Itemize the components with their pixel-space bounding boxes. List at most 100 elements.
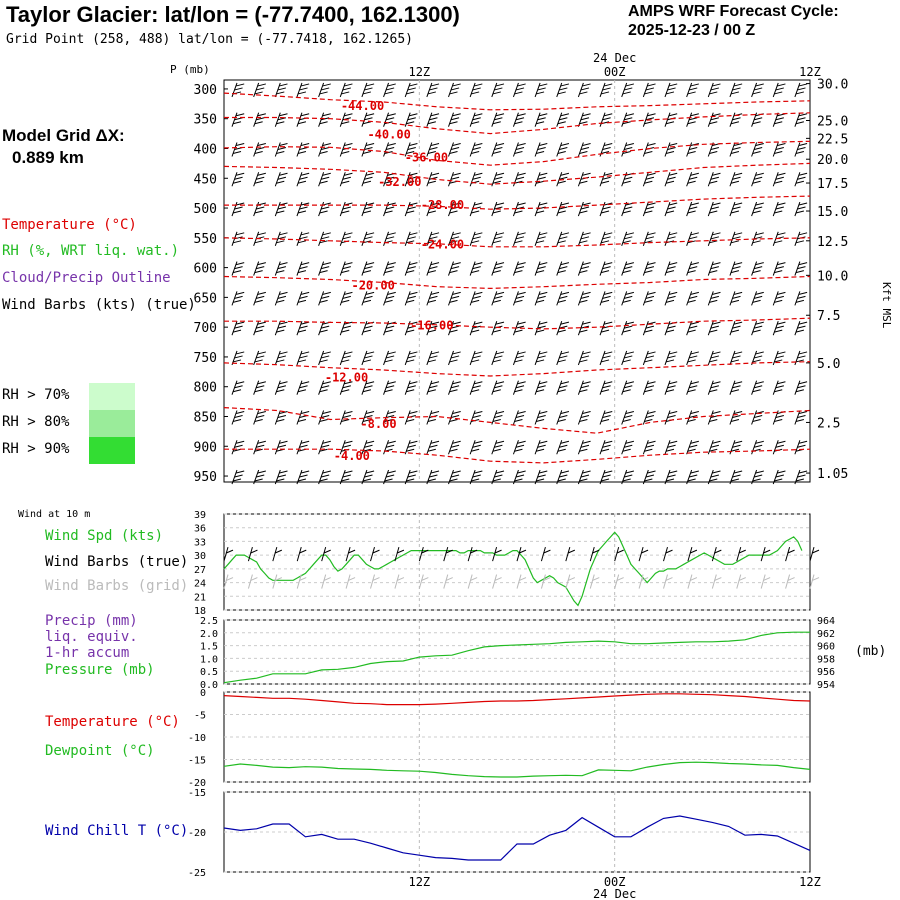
wind-barb-feather — [624, 206, 633, 210]
wind-barb-feather — [427, 299, 436, 303]
wind-barb-feather — [450, 236, 460, 240]
wind-barb-staff — [318, 320, 325, 336]
wind-barb-staff — [785, 547, 791, 562]
wind-barb-feather — [687, 389, 696, 393]
wind-barb-staff — [492, 547, 498, 562]
wind-chill-tick-label: -15 — [188, 788, 206, 799]
wind-barb-feather — [752, 299, 761, 303]
wind-barb-feather — [384, 180, 393, 184]
wind-barb-staff — [772, 320, 779, 336]
wind-barb-feather — [254, 151, 263, 154]
wind-barb — [361, 172, 375, 187]
wind-barb-feather — [236, 113, 245, 117]
wind-barb-staff — [707, 320, 714, 336]
wind-barb — [318, 172, 331, 187]
wind-barb-feather — [689, 415, 698, 418]
wind-barb-staff — [404, 469, 411, 485]
wind-barb-feather — [341, 478, 350, 482]
wind-barb-feather — [730, 240, 740, 244]
wind-barb-staff — [729, 112, 736, 127]
wind-barb — [404, 201, 418, 217]
wind-barb-staff — [512, 380, 519, 395]
wind-barb-staff — [751, 320, 758, 336]
wind-barb-staff — [318, 440, 325, 455]
wind-barb-feather — [582, 262, 591, 266]
wind-barb-feather — [709, 478, 718, 482]
wind-barb-true — [394, 547, 405, 562]
wind-barb-feather — [407, 385, 416, 389]
wind-barb-feather — [689, 474, 698, 478]
wind-barbs-grid-label: Wind Barbs (grid) — [45, 578, 189, 594]
wind-barb-feather — [600, 478, 610, 482]
wind-barb-feather — [560, 470, 570, 474]
wind-barb-feather — [709, 419, 718, 422]
wind-barb-feather — [322, 83, 331, 87]
wind-barb-feather — [256, 295, 265, 299]
wind-barb-feather — [557, 240, 566, 244]
wind-barb-grid — [736, 574, 746, 589]
wind-barb-staff — [577, 350, 584, 366]
wind-barb-staff — [274, 82, 281, 98]
wind-barb-feather — [537, 236, 546, 240]
wind-barb-feather — [319, 180, 328, 184]
wind-barb-grid — [370, 574, 380, 589]
wind-barb — [729, 231, 743, 246]
wind-barb — [599, 350, 613, 366]
wind-barb — [621, 201, 635, 217]
wind-barb-grid — [589, 574, 600, 589]
wind-barb-feather — [754, 266, 763, 270]
wind-barb-feather — [579, 419, 588, 422]
wind-barb — [491, 320, 505, 336]
wind-barb-staff — [296, 410, 303, 425]
wind-barb-feather — [409, 470, 418, 474]
temperature-tick-label: -10 — [188, 733, 206, 744]
wind-barb-feather — [624, 87, 633, 91]
wind-barb-staff — [339, 112, 346, 127]
wind-barb-grid — [418, 574, 429, 589]
wind-barb-feather — [427, 389, 436, 393]
wind-barb-feather — [665, 549, 673, 554]
wind-barb-staff — [772, 440, 779, 455]
wind-barb-feather — [559, 474, 568, 478]
wind-barb-feather — [667, 385, 676, 389]
wind-barb-feather — [604, 143, 613, 146]
wind-barb-feather — [600, 210, 610, 214]
wind-barb — [686, 82, 699, 98]
wind-barb-feather — [754, 295, 763, 299]
wind-barb-feather — [755, 83, 764, 87]
wind-barb-feather — [667, 87, 676, 91]
wind-barb-feather — [319, 389, 328, 393]
wind-barb-staff — [296, 350, 303, 366]
wind-barb-feather — [517, 232, 526, 236]
wind-barb-feather — [386, 176, 395, 180]
wind-barb-feather — [492, 180, 501, 184]
wind-barb-feather — [665, 329, 675, 333]
wind-barb — [642, 112, 656, 127]
wind-barb-staff — [426, 261, 433, 276]
wind-barb-feather — [762, 549, 771, 554]
wind-barb-staff — [556, 320, 563, 336]
wind-barb-feather — [539, 411, 548, 414]
wind-barb-feather — [752, 180, 761, 184]
wind-barb-feather — [449, 448, 458, 452]
wind-speed-tick-label: 24 — [194, 579, 206, 590]
wind-barb-feather — [386, 206, 395, 210]
wind-barb — [729, 320, 743, 336]
wind-barb — [534, 231, 548, 246]
wind-barb-staff — [491, 469, 498, 485]
wind-barb-feather — [474, 291, 483, 295]
wind-barb-staff — [794, 142, 801, 157]
wind-barb-staff — [642, 380, 649, 395]
wind-barb-feather — [322, 143, 331, 146]
wind-barb-feather — [301, 411, 310, 414]
height-tick-label: 20.0 — [817, 153, 848, 168]
wind-barb — [426, 440, 440, 455]
wind-barb-grid — [394, 574, 405, 589]
wind-barb-staff — [577, 201, 584, 217]
wind-barb-feather — [341, 419, 350, 422]
wind-barb-feather — [474, 440, 483, 444]
wind-barb-feather — [752, 240, 761, 244]
wind-barb-feather — [494, 474, 503, 478]
wind-barb — [318, 261, 331, 276]
wind-barb-feather — [406, 121, 415, 125]
